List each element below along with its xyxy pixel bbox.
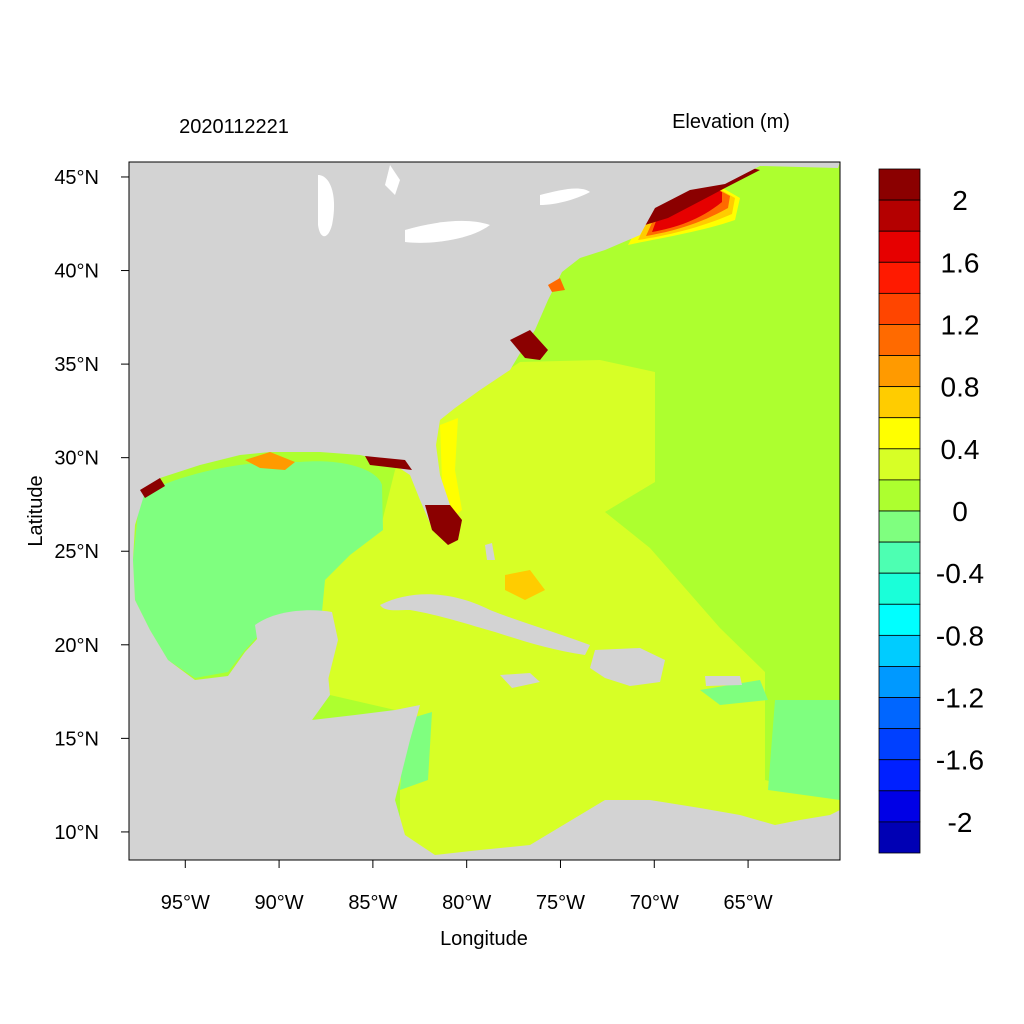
colorbar-swatch [878, 790, 921, 823]
x-tick-label: 80°W [442, 892, 491, 914]
x-tick-label: 85°W [348, 892, 397, 914]
x-tick-label: 90°W [255, 892, 304, 914]
colorbar-label: 0 [952, 496, 968, 527]
colorbar-swatch [878, 417, 921, 450]
colorbar-label: -1.6 [936, 745, 984, 776]
x-tick-label: 95°W [161, 892, 210, 914]
texas-coast-surge [140, 478, 165, 498]
eastern-antilles-patch [768, 700, 840, 800]
colorbar-swatch [878, 541, 921, 574]
y-axis-label: Latitude [25, 475, 47, 546]
x-tick-label: 65°W [724, 892, 773, 914]
colorbar-swatch [878, 324, 921, 356]
x-axis: 95°W 90°W 85°W 80°W 75°W 70°W 65°W [161, 860, 773, 914]
colorbar-swatch [878, 821, 921, 854]
colorbar-swatch [878, 728, 921, 761]
y-tick-label: 25°N [54, 541, 99, 563]
y-tick-label: 30°N [54, 448, 99, 470]
x-tick-label: 70°W [630, 892, 679, 914]
colorbar-label: 0.8 [941, 372, 980, 403]
colorbar: 2 1.6 1.2 0.8 0.4 0 -0.4 -0.8 -1.2 -1.6 -2 [878, 168, 984, 854]
colorbar-swatch [878, 603, 921, 636]
colorbar-label: -1.2 [936, 683, 984, 714]
colorbar-swatch [878, 386, 921, 419]
map-plot-area[interactable] [129, 162, 840, 860]
variable-title: Elevation (m) [672, 111, 790, 133]
colorbar-swatch [878, 292, 921, 325]
chesapeake-surge [510, 330, 548, 360]
colorbar-swatch [878, 261, 921, 294]
y-tick-label: 45°N [54, 167, 99, 189]
colorbar-swatch [878, 634, 921, 667]
y-tick-label: 15°N [54, 728, 99, 750]
map-frame [128, 161, 841, 861]
colorbar-label: -2 [948, 807, 973, 838]
x-tick-label: 75°W [536, 892, 585, 914]
bahamas-surge-patch [505, 570, 545, 600]
colorbar-label: 1.2 [941, 309, 980, 340]
colorbar-label: -0.8 [936, 620, 984, 651]
great-lakes [318, 165, 590, 243]
colorbar-swatch [878, 199, 921, 232]
land-masses [129, 162, 840, 860]
colorbar-swatch [878, 666, 921, 698]
colorbar-swatch [878, 479, 921, 512]
lesser-antilles-patch [700, 680, 768, 705]
colorbar-swatch [878, 697, 921, 730]
y-axis: 45°N 40°N 35°N 30°N 25°N 20°N 15°N 10°N [54, 167, 129, 844]
timestamp-label: 2020112221 [179, 116, 289, 138]
colorbar-swatch [878, 759, 921, 792]
colorbar-label: 1.6 [941, 247, 980, 278]
x-axis-label: Longitude [440, 928, 528, 950]
colorbar-swatch [878, 448, 921, 481]
colorbar-swatch [878, 168, 921, 201]
colorbar-label: -0.4 [936, 558, 984, 589]
colorbar-label: 2 [952, 185, 968, 216]
y-tick-label: 35°N [54, 354, 99, 376]
colorbar-swatch [878, 572, 921, 605]
colorbar-swatch [878, 355, 921, 388]
gulf-coast-surge [245, 452, 295, 470]
y-tick-label: 10°N [54, 822, 99, 844]
y-tick-label: 40°N [54, 261, 99, 283]
colorbar-label: 0.4 [941, 434, 980, 465]
y-tick-label: 20°N [54, 635, 99, 657]
delaware-surge [548, 278, 565, 292]
south-florida-surge [425, 505, 462, 545]
colorbar-swatch [878, 510, 921, 543]
gulf-of-mexico-field [133, 461, 383, 678]
colorbar-swatch [878, 230, 921, 263]
big-bend-surge [365, 456, 412, 470]
